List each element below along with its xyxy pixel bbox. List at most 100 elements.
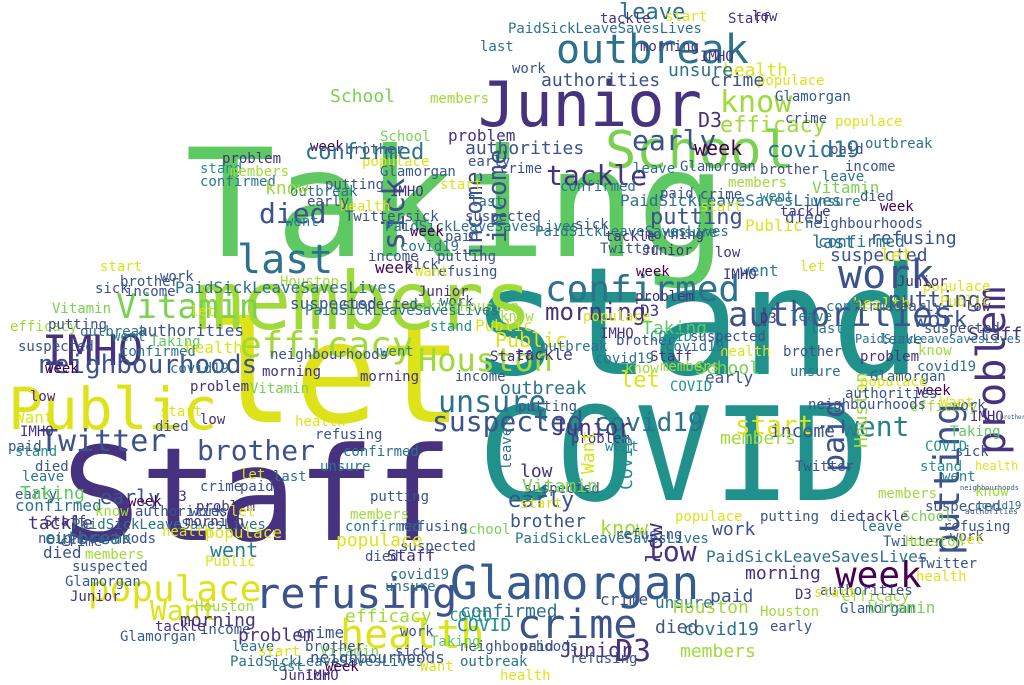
cloud-word: populace bbox=[362, 154, 430, 170]
cloud-word: know bbox=[500, 309, 534, 325]
cloud-word: covid19 bbox=[917, 359, 977, 375]
cloud-word: refusing bbox=[255, 569, 458, 618]
cloud-word: Houston bbox=[905, 534, 965, 550]
cloud-word: Junior bbox=[552, 416, 632, 441]
cloud-word: authorities bbox=[728, 295, 954, 335]
cloud-word: outbreak bbox=[865, 136, 933, 152]
cloud-word: outbreak bbox=[290, 184, 358, 200]
cloud-word: let bbox=[880, 245, 913, 266]
cloud-word: members bbox=[878, 486, 938, 502]
cloud-word: problem bbox=[860, 349, 920, 365]
cloud-word: Taking bbox=[950, 424, 1001, 440]
cloud-word: IMHO bbox=[700, 49, 734, 65]
cloud-word: morning bbox=[180, 610, 256, 631]
cloud-word: Junior bbox=[642, 243, 693, 259]
cloud-word: populace bbox=[88, 569, 262, 610]
cloud-word: IMHO bbox=[723, 267, 757, 283]
cloud-word: Staff bbox=[650, 349, 693, 365]
cloud-word: income bbox=[770, 421, 836, 442]
cloud-word: went bbox=[842, 410, 910, 443]
cloud-word: unsure bbox=[438, 385, 547, 420]
cloud-word: work bbox=[712, 519, 756, 540]
cloud-word: efficacy bbox=[345, 606, 432, 627]
cloud-word: outbreak bbox=[540, 339, 608, 355]
cloud-word: tackle bbox=[780, 204, 831, 220]
cloud-word: died bbox=[860, 189, 894, 205]
cloud-word: health bbox=[916, 569, 967, 585]
cloud-word: PaidSickLeaveSavesLives bbox=[175, 278, 397, 297]
cloud-word: PaidSickLeaveSavesLives bbox=[72, 517, 266, 533]
cloud-word: IMHO bbox=[305, 668, 339, 684]
cloud-word: Taking bbox=[185, 118, 727, 292]
cloud-word: unsure bbox=[655, 593, 713, 612]
cloud-word: suspected bbox=[342, 297, 418, 313]
cloud-word: morning bbox=[745, 563, 821, 584]
cloud-word: Want bbox=[420, 659, 454, 675]
cloud-word: leave bbox=[860, 519, 903, 535]
cloud-word: leave bbox=[822, 169, 865, 185]
cloud-word: start bbox=[100, 259, 143, 275]
cloud-word: COVID bbox=[450, 609, 493, 625]
cloud-word: suspected bbox=[72, 559, 148, 575]
cloud-word: Houston bbox=[280, 274, 340, 290]
cloud-word: School bbox=[902, 509, 953, 525]
cloud-word: populace bbox=[336, 530, 423, 551]
cloud-word: low bbox=[643, 523, 668, 563]
cloud-word: income bbox=[125, 284, 176, 300]
cloud-word: last bbox=[237, 237, 334, 283]
cloud-word: brother bbox=[760, 162, 820, 178]
cloud-word: morning bbox=[262, 364, 322, 380]
cloud-word: know bbox=[720, 85, 793, 120]
cloud-word: refusing bbox=[570, 651, 638, 667]
cloud-word: IMHO bbox=[390, 184, 424, 200]
cloud-word: efficacy bbox=[720, 113, 826, 138]
cloud-word: crime bbox=[296, 623, 345, 642]
cloud-word: outbreak bbox=[45, 528, 132, 549]
cloud-word: PaidSickLeaveSavesLives bbox=[706, 547, 928, 566]
cloud-word: Vitamin bbox=[52, 301, 112, 317]
cloud-word: confirmed bbox=[560, 179, 636, 195]
cloud-word: outbreak bbox=[556, 27, 749, 73]
cloud-word: COVID bbox=[670, 379, 713, 395]
cloud-word: work bbox=[838, 252, 935, 298]
cloud-word: start bbox=[520, 496, 563, 512]
cloud-word: covid19 bbox=[683, 619, 759, 640]
cloud-word: PaidSickLeaveSavesLives bbox=[535, 224, 729, 240]
cloud-word: income bbox=[200, 622, 251, 638]
cloud-word: neighbourhoods bbox=[38, 350, 258, 380]
cloud-word: Glamorgan bbox=[120, 629, 196, 645]
cloud-word: efficacy bbox=[910, 399, 978, 415]
cloud-word: start bbox=[665, 9, 708, 25]
cloud-word: Taking bbox=[642, 318, 708, 339]
cloud-word: Vitamin bbox=[320, 644, 380, 660]
cloud-word: Want bbox=[15, 408, 54, 427]
cloud-word: last bbox=[810, 321, 844, 337]
cloud-word: morning bbox=[360, 369, 420, 385]
cloud-word: health bbox=[500, 668, 551, 684]
cloud-word: sick bbox=[405, 209, 439, 225]
cloud-word: covid19 bbox=[594, 408, 704, 438]
cloud-word: neighbourhoods bbox=[808, 397, 927, 413]
cloud-word: problem bbox=[635, 289, 695, 305]
cloud-word: efficacy bbox=[842, 589, 910, 605]
cloud-word: D3 bbox=[615, 634, 652, 669]
cloud-word: start bbox=[700, 199, 743, 215]
cloud-word: members bbox=[720, 428, 796, 449]
cloud-word: Staff bbox=[490, 349, 533, 365]
cloud-word: Houston bbox=[673, 597, 749, 618]
cloud-word: Twitter bbox=[345, 209, 405, 225]
cloud-word: confirmed bbox=[545, 269, 741, 310]
cloud-word: tackle bbox=[546, 159, 648, 192]
cloud-word: putting bbox=[370, 489, 430, 505]
cloud-word: leave bbox=[633, 161, 676, 177]
cloud-word: Twitter bbox=[883, 534, 943, 550]
cloud-word: work bbox=[914, 308, 967, 333]
cloud-word: early bbox=[770, 619, 813, 635]
cloud-word: School bbox=[695, 358, 761, 379]
cloud-word: crime bbox=[517, 602, 638, 648]
cloud-word: putting bbox=[650, 205, 743, 230]
cloud-word: let bbox=[190, 304, 216, 320]
cloud-word: authorities bbox=[965, 507, 1018, 516]
cloud-word: authorities bbox=[820, 583, 913, 599]
cloud-word: populace bbox=[675, 509, 743, 525]
